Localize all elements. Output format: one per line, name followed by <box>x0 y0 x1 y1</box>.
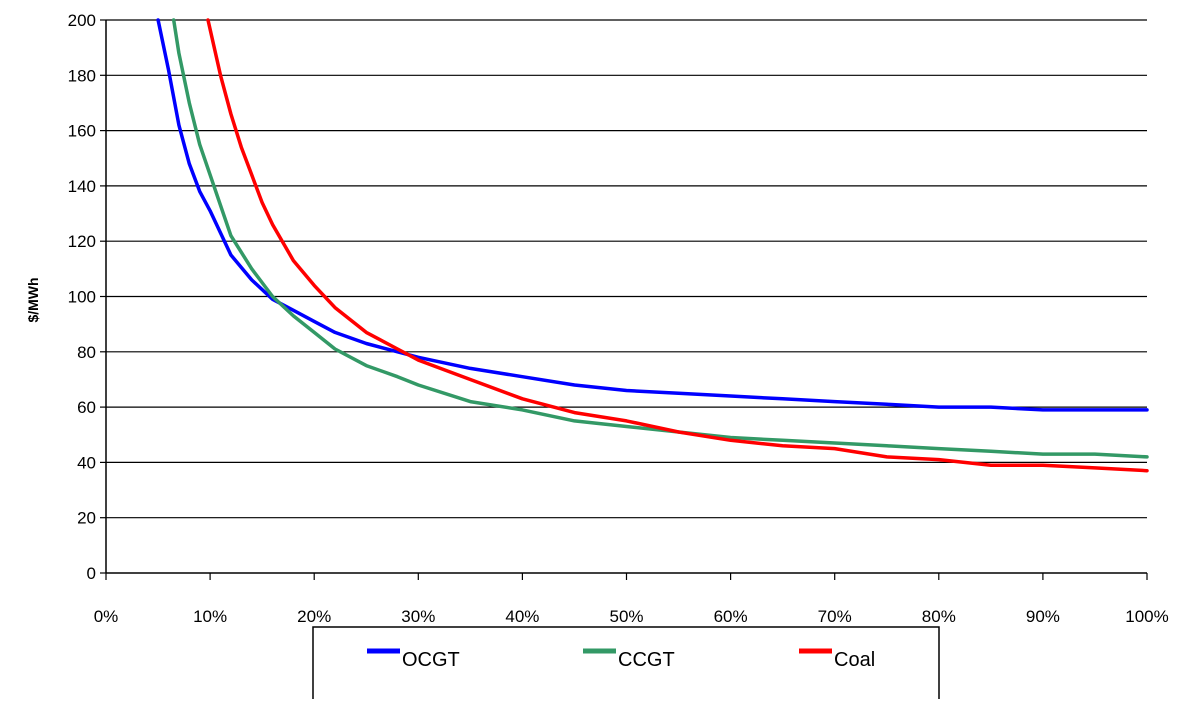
y-tick-label: 80 <box>77 343 96 362</box>
y-tick-label: 0 <box>87 564 96 583</box>
x-tick-label: 70% <box>818 607 852 626</box>
x-tick-label: 100% <box>1125 607 1168 626</box>
series-line-ocgt <box>156 18 1149 412</box>
tick-labels: 0 20 40 60 80 100 120 140 160 180 200 0% 10% 20% 30% 40… <box>68 11 1169 626</box>
y-tick-label: 40 <box>77 453 96 472</box>
y-axis-label: $/MWh <box>25 277 41 322</box>
x-tick-label: 30% <box>401 607 435 626</box>
y-tick-label: 60 <box>77 398 96 417</box>
y-tick-label: 120 <box>68 232 96 251</box>
axes <box>100 19 1148 580</box>
gridlines <box>106 19 1147 519</box>
y-tick-label: 200 <box>68 11 96 30</box>
x-tick-label: 90% <box>1026 607 1060 626</box>
x-tick-label: 10% <box>193 607 227 626</box>
series-lines <box>156 18 1149 473</box>
x-tick-label: 0% <box>94 607 119 626</box>
legend-box <box>312 626 940 704</box>
y-tick-label: 20 <box>77 509 96 528</box>
x-tick-label: 40% <box>505 607 539 626</box>
legend-label-ocgt: OCGT <box>402 649 460 671</box>
y-tick-label: 180 <box>68 66 96 85</box>
legend: OCGT CCGT Coal <box>312 626 940 704</box>
x-tick-label: 20% <box>297 607 331 626</box>
x-tick-label: 60% <box>714 607 748 626</box>
legend-label-coal: Coal <box>834 649 875 671</box>
x-tick-label: 50% <box>609 607 643 626</box>
series-line-coal <box>206 18 1149 473</box>
legend-label-ccgt: CCGT <box>618 649 675 671</box>
x-tick-label: 80% <box>922 607 956 626</box>
y-tick-label: 100 <box>68 288 96 307</box>
y-tick-label: 160 <box>68 122 96 141</box>
series-line-ccgt <box>171 18 1149 459</box>
y-tick-label: 140 <box>68 177 96 196</box>
